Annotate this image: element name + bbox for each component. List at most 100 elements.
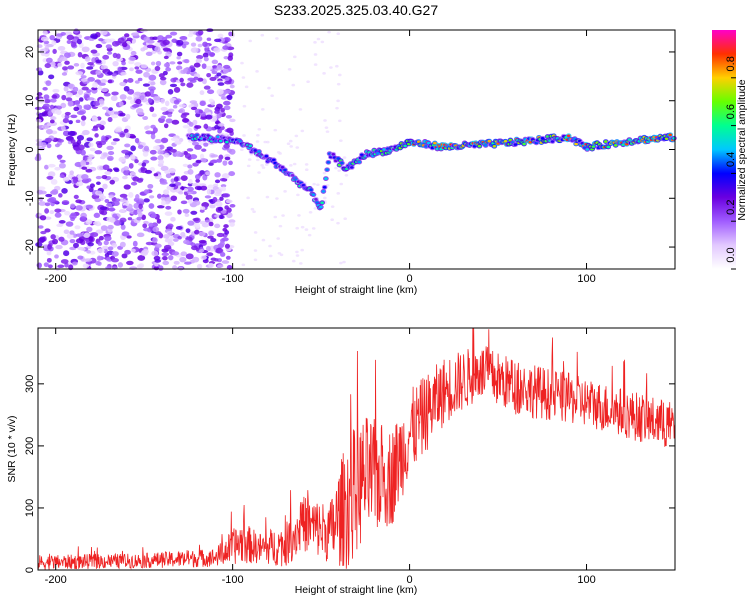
spectrogram-cell	[64, 262, 69, 268]
spectrogram-cell	[288, 139, 293, 143]
spectrogram-cell	[343, 217, 347, 221]
spectrogram-cell	[44, 63, 52, 69]
spectrogram-cell	[322, 185, 327, 189]
spectrogram-cell	[196, 264, 203, 269]
spectrogram-cell	[136, 232, 145, 238]
spectrogram-cell	[206, 37, 212, 42]
spectrogram-cell	[193, 62, 201, 68]
spectrogram-cell	[94, 190, 103, 196]
spectrogram-cell	[173, 176, 179, 182]
spectrogram-cell	[181, 118, 190, 123]
spectrogram-cell	[129, 99, 135, 105]
spectrogram-cell	[105, 44, 112, 49]
spectrogram-cell	[668, 133, 673, 137]
spectrogram-cell	[103, 92, 111, 97]
spectrogram-cell	[88, 142, 94, 148]
spectrogram-cell	[281, 214, 285, 217]
spectrogram-cell	[433, 141, 437, 145]
spectrogram-cell	[128, 191, 134, 198]
spectrogram-cell	[170, 77, 177, 83]
spectrogram-cell	[312, 182, 316, 186]
spectrogram-cell	[214, 258, 219, 262]
spectrogram-cell	[203, 56, 209, 62]
spectrogram-cell	[46, 122, 54, 127]
spectrogram-cell	[100, 29, 108, 36]
spectrogram-cell	[324, 177, 328, 180]
spectrogram-cell	[174, 181, 182, 186]
spectrogram-cell	[109, 207, 115, 212]
spectrogram-cell	[75, 238, 84, 244]
snr-xtick-label: -100	[222, 574, 244, 586]
spectrogram-cell	[276, 237, 280, 240]
spectrogram-cell	[86, 178, 92, 183]
spectrogram-cell	[182, 124, 190, 129]
spectrogram-cell	[195, 35, 203, 42]
spectrogram-cell	[54, 254, 59, 259]
spectrogram-cell	[89, 147, 96, 152]
spectrogram-cell	[189, 79, 197, 83]
spectrogram-cell	[48, 74, 55, 80]
spectrogram-cell	[187, 164, 193, 169]
spectrogram-cell	[199, 100, 206, 106]
colorbar-tick-label: 0.6	[725, 104, 737, 119]
spectrogram-cell	[42, 103, 50, 109]
spectrogram-cell	[222, 89, 231, 94]
spectrogram-cell	[81, 166, 88, 170]
spectrogram-cell	[187, 182, 194, 187]
spectrogram-cell	[128, 162, 134, 169]
spectrogram-cell	[44, 208, 50, 214]
spectrogram-cell	[47, 163, 56, 168]
spectrogram-cell	[134, 80, 140, 84]
spectrogram-cell	[321, 190, 326, 193]
spectrogram-cell	[213, 47, 221, 53]
spectrogram-cell	[178, 191, 184, 195]
spectrogram-cell	[64, 114, 70, 119]
spectrogram-cell	[51, 94, 58, 99]
spectrogram-cell	[129, 135, 137, 139]
spectrogram-cell	[180, 251, 188, 257]
spectrogram-cell	[177, 209, 182, 215]
spectrogram-cell	[121, 253, 128, 259]
spectrogram-cell	[49, 34, 55, 41]
spectrogram-cell	[153, 173, 159, 177]
spectrogram-cell	[150, 61, 156, 66]
spectrogram-cell	[95, 175, 102, 180]
spectrogram-cell	[220, 184, 227, 188]
spectrogram-cell	[157, 155, 164, 161]
spectrogram-cell	[201, 148, 207, 152]
spectrogram-cell	[228, 148, 236, 155]
spectrogram-cell	[87, 242, 94, 247]
spectrogram-ytick-label: -20	[24, 239, 36, 255]
spectrogram-cell	[113, 168, 120, 173]
colorbar-label: Normalized spectral amplitude	[736, 79, 748, 220]
spectrogram-cell	[183, 188, 189, 192]
spectrogram-cell	[221, 260, 230, 264]
spectrogram-cell	[67, 100, 74, 107]
spectrogram-cell	[194, 125, 202, 129]
spectrogram-cell	[199, 209, 205, 213]
spectrogram-cell	[117, 37, 125, 44]
spectrogram-cell	[143, 198, 150, 203]
spectrogram-cell	[91, 87, 98, 91]
spectrogram-cell	[199, 157, 207, 163]
spectrogram-cell	[291, 259, 296, 263]
spectrogram-cell	[38, 201, 47, 206]
spectrogram-cell	[74, 99, 80, 106]
spectrogram-cell	[194, 229, 200, 235]
spectrogram-cell	[152, 145, 161, 150]
spectrogram-cell	[86, 97, 95, 101]
spectrogram-cell	[159, 181, 168, 185]
spectrogram-cell	[58, 220, 66, 224]
spectrogram-cell	[140, 166, 146, 171]
spectrogram-cell	[324, 126, 329, 129]
spectrogram-cell	[69, 230, 75, 235]
spectrogram-cell	[229, 84, 235, 89]
spectrogram-cell	[204, 195, 212, 199]
spectrogram-cell	[217, 82, 225, 86]
spectrogram-cell	[217, 128, 222, 134]
spectrogram-cell	[78, 97, 84, 102]
spectrogram-cell	[182, 208, 190, 214]
spectrogram-cell	[89, 183, 95, 188]
spectrogram-cell	[107, 79, 113, 84]
spectrogram-cell	[204, 219, 211, 223]
